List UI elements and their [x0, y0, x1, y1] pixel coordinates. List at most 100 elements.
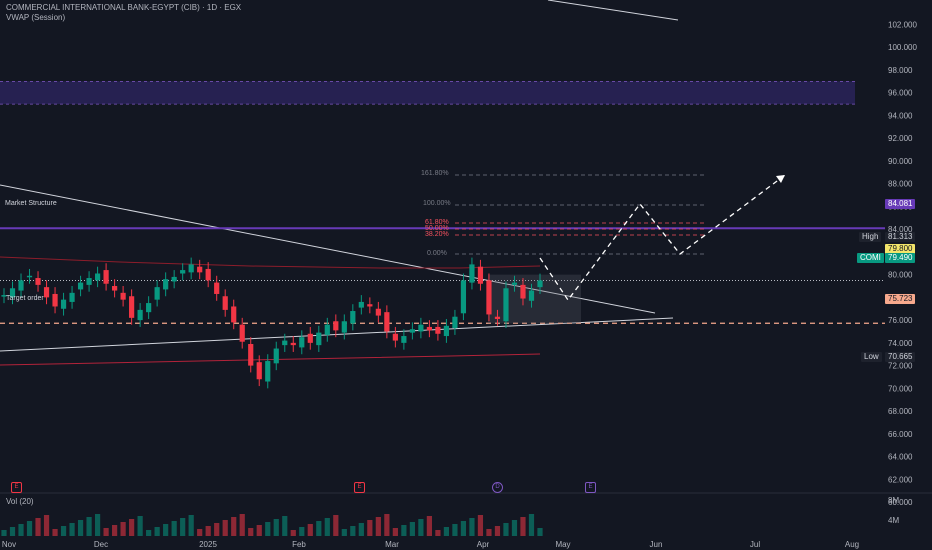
volume-tick-label: 8M [888, 496, 899, 505]
candle-body [375, 308, 381, 316]
time-tick-label: Aug [845, 540, 859, 549]
price-tick-label: 102.000 [888, 21, 917, 30]
fib-100-label[interactable]: 100.00% [423, 200, 451, 207]
volume-bar [146, 530, 152, 536]
volume-bar [333, 515, 339, 536]
candle-body [418, 324, 424, 332]
volume-bar [18, 524, 24, 536]
price-box-79800: 79.800 [885, 244, 916, 254]
price-tick-label: 88.000 [888, 180, 913, 189]
volume-bar [426, 516, 432, 536]
candle-body [137, 309, 143, 321]
price-tick-label: 96.000 [888, 89, 913, 98]
volume-bar [239, 514, 245, 536]
candle-body [452, 316, 458, 329]
high-price-box: 81.313 [885, 232, 916, 242]
volume-bar [273, 519, 279, 536]
candle-body [52, 293, 58, 307]
fib-161-label[interactable]: 161.80% [421, 170, 449, 177]
candle-body [537, 280, 543, 288]
candle-body [316, 332, 322, 346]
market-structure-label[interactable]: Market Structure [5, 200, 57, 207]
target-order-label[interactable]: Target order [6, 295, 44, 302]
market-structure-price-box: 84.081 [885, 199, 916, 209]
candle-body [520, 284, 526, 299]
volume-legend: Vol (20) [6, 497, 34, 506]
candle-body [239, 324, 245, 342]
volume-bar [375, 517, 381, 536]
earnings-event-marker[interactable]: E [11, 482, 22, 493]
vwap-upper-line [0, 256, 541, 269]
candle-body [94, 273, 101, 281]
dividend-event-marker[interactable]: D [492, 482, 503, 493]
price-tick-label: 84.000 [888, 225, 913, 234]
price-tick-label: 60.000 [888, 498, 913, 507]
target-price-box: 75.723 [885, 294, 916, 304]
time-tick-label: Apr [477, 540, 490, 549]
price-tick-label: 66.000 [888, 430, 913, 439]
fib-382-label[interactable]: 38.20% [425, 231, 449, 238]
candle-body [9, 288, 16, 298]
candle-body [511, 282, 518, 285]
candle-body [273, 348, 279, 364]
candle-body [443, 325, 450, 337]
projection-arrowhead [776, 175, 785, 183]
time-tick-label: Dec [94, 540, 108, 549]
volume-bar [77, 520, 84, 536]
volume-bar [180, 518, 186, 536]
candle-body [77, 282, 84, 290]
symbol-label: COMI [857, 253, 884, 263]
candle-body [426, 326, 432, 331]
volume-bar [358, 523, 364, 536]
volume-bar [341, 529, 347, 536]
volume-bar [392, 528, 398, 536]
candle-body [188, 264, 194, 273]
price-tick-label: 100.000 [888, 43, 917, 52]
earnings-event-marker[interactable]: E [585, 482, 596, 493]
time-tick-label: Mar [385, 540, 399, 549]
volume-bar [443, 527, 450, 536]
volume-bar [324, 518, 330, 536]
volume-bar [511, 520, 518, 536]
candle-body [171, 276, 177, 282]
volume-bar [316, 521, 322, 536]
low-label: Low [861, 352, 882, 362]
fib-50-label[interactable]: 50.00% [425, 225, 449, 232]
price-tick-label: 72.000 [888, 362, 913, 371]
volume-bar [52, 529, 58, 536]
volume-bar [452, 524, 458, 536]
candle-body [103, 270, 109, 284]
price-tick-label: 76.000 [888, 316, 913, 325]
volume-bar [9, 527, 16, 536]
fib-0-label[interactable]: 0.00% [427, 250, 447, 257]
vwap-line [0, 353, 541, 366]
volume-bar [214, 523, 220, 536]
volume-bar [520, 517, 526, 536]
symbol-title[interactable]: COMMERCIAL INTERNATIONAL BANK-EGYPT (CIB… [6, 3, 242, 12]
resistance-zone [0, 81, 855, 105]
price-tick-label: 90.000 [888, 157, 913, 166]
fib-618-label[interactable]: 61.80% [425, 219, 449, 226]
candle-body [265, 361, 271, 382]
volume-tick-label: 4M [888, 516, 899, 525]
candle-body [43, 287, 50, 298]
volume-bar [486, 529, 492, 536]
price-tick-label: 74.000 [888, 339, 913, 348]
earnings-event-marker[interactable]: E [354, 482, 365, 493]
candle-body [231, 306, 237, 323]
candle-body [154, 287, 160, 300]
volume-bar [154, 527, 160, 536]
volume-bar [171, 521, 177, 536]
candle-body [146, 303, 152, 313]
candle-body [26, 275, 33, 278]
candle-body [256, 362, 262, 380]
volume-bar [290, 530, 296, 536]
candle-body [299, 337, 305, 348]
descending-trendline [0, 184, 656, 314]
volume-bar [477, 515, 484, 536]
volume-bar [401, 525, 407, 536]
indicator-label[interactable]: VWAP (Session) [6, 13, 66, 22]
volume-bar [299, 527, 305, 536]
volume-bar [129, 519, 135, 536]
